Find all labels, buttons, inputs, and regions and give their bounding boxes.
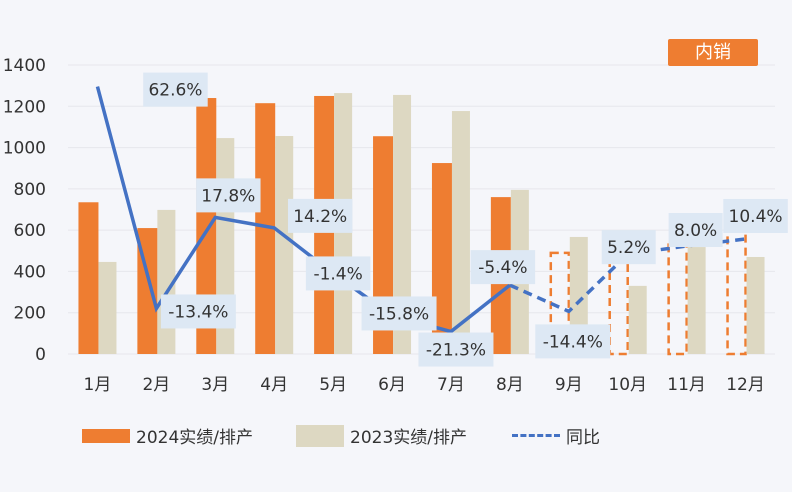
bar-2024 [549,251,571,356]
x-tick-label: 3月 [201,375,229,395]
y-tick-label: 1000 [3,139,46,159]
yoy-data-label-bg [361,296,437,331]
yoy-data-label: 62.6% [148,81,202,101]
yoy-data-label-bg [143,72,208,107]
yoy-data-label: 17.8% [201,186,255,206]
yoy-data-label: 14.2% [293,207,347,227]
bar-2023 [98,261,117,354]
bar-2024 [196,98,217,355]
yoy-line-actual [95,86,511,334]
x-tick-label: 6月 [378,375,406,395]
legend-swatch-2023 [296,424,344,447]
bar-2024 [78,202,99,354]
yoy-data-label: -14.4% [543,332,603,352]
y-tick-label: 800 [14,180,46,200]
legend-swatch-yoy [512,434,560,437]
domestic-sales-badge: 内销 [668,39,758,66]
yoy-data-label: 10.4% [729,207,783,227]
bar-2023 [451,111,470,354]
yoy-data-label: -1.4% [313,264,362,284]
yoy-data-label-bg [418,332,494,367]
x-tick-label: 2月 [142,375,170,395]
yoy-data-label: -21.3% [426,341,486,361]
legend-item-2024: 2024实绩/排产 [82,423,253,448]
bar-2023 [687,247,706,354]
yoy-data-label-bg [196,178,261,213]
y-tick-label: 400 [14,262,46,282]
x-tick-label: 9月 [555,375,583,395]
yoy-data-label-bg [601,230,656,265]
x-tick-label: 7月 [437,375,465,395]
x-tick-label: 12月 [726,375,765,395]
yoy-data-label: 5.2% [607,238,650,258]
bar-2024 [608,241,629,356]
legend-item-2023: 2023实绩/排产 [296,423,467,448]
bar-2023 [628,285,647,354]
legend-label-yoy: 同比 [566,428,600,448]
legend-label-2024: 2024实绩/排产 [136,428,253,448]
x-tick-label: 8月 [496,375,524,395]
yoy-data-label-bg [305,256,371,291]
y-tick-label: 600 [14,221,46,241]
bar-2023 [393,94,412,355]
yoy-data-label-bg [287,198,353,233]
legend-swatch-2024 [82,428,130,443]
bar-2024 [431,163,452,354]
bar-2024 [255,103,276,354]
y-tick-label: 200 [14,304,46,324]
bar-2023 [746,256,765,354]
bar-2024 [667,243,688,356]
yoy-data-label: -5.4% [478,258,527,278]
x-tick-label: 11月 [667,375,706,395]
x-tick-label: 1月 [84,375,112,395]
x-tick-label: 10月 [608,375,647,395]
x-tick-label: 5月 [319,375,347,395]
bar-2024 [726,212,747,356]
yoy-data-label: -15.8% [369,304,429,324]
yoy-data-label-bg [535,324,611,359]
yoy-data-label-bg [160,294,236,329]
legend-label-2023: 2023实绩/排产 [350,428,467,448]
bar-2023 [275,136,294,354]
yoy-data-label: 8.0% [674,221,717,241]
y-tick-label: 1400 [3,56,46,76]
yoy-data-label-bg [470,250,536,285]
y-tick-label: 1200 [3,97,46,117]
yoy-data-label-bg [668,212,723,247]
y-tick-label: 0 [35,345,46,365]
yoy-data-label-bg [723,198,788,233]
legend-item-yoy: 同比 [512,423,600,448]
yoy-data-label: -13.4% [168,302,228,322]
x-tick-label: 4月 [260,375,288,395]
